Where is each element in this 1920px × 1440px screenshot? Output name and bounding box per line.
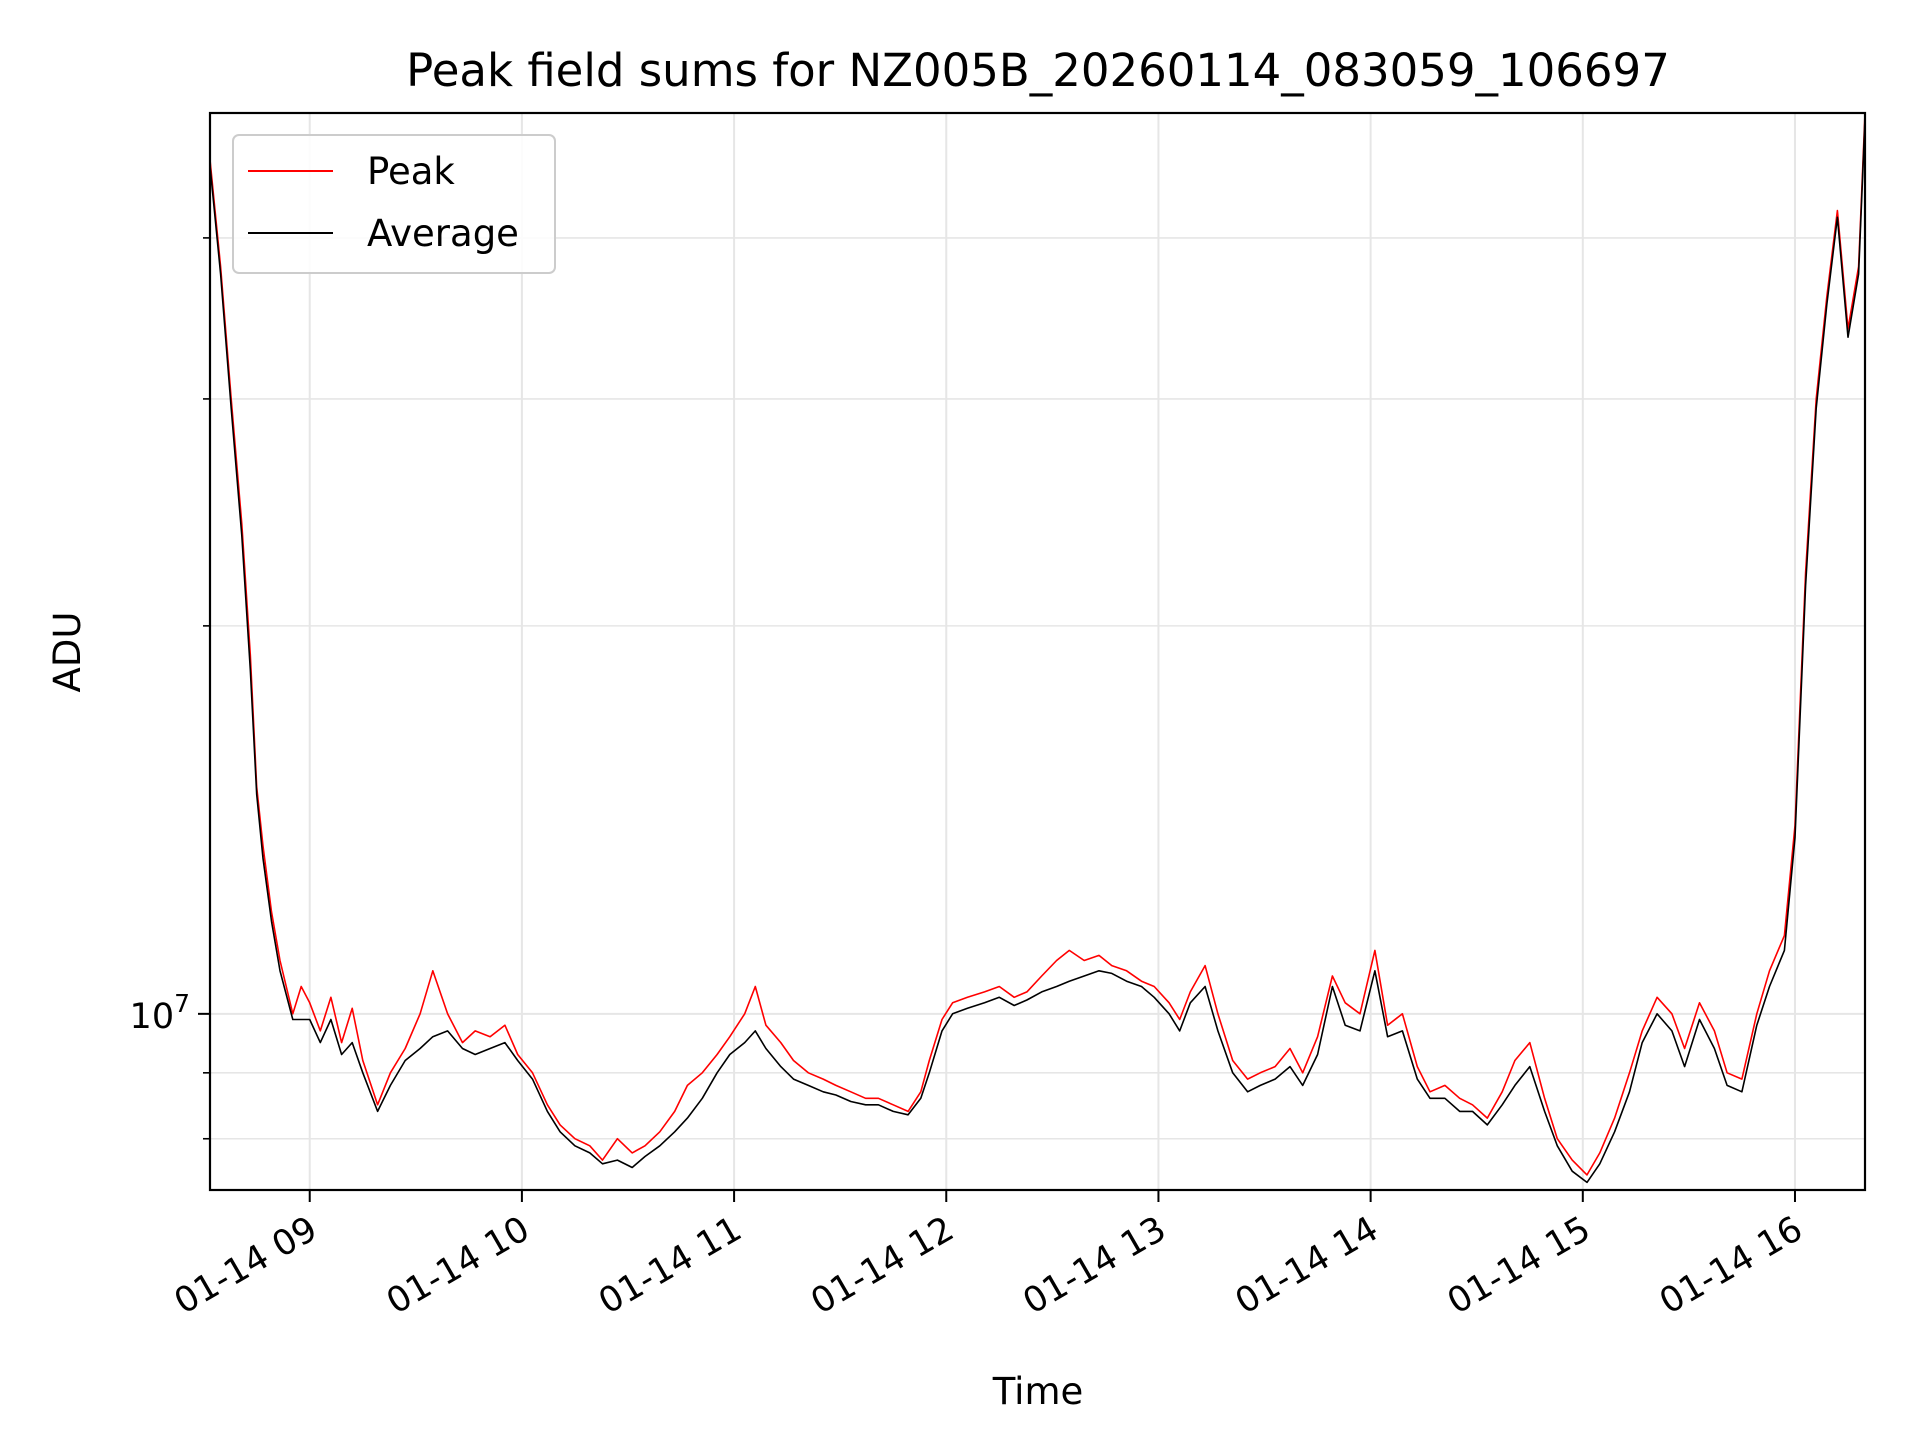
legend-label-average: Average (367, 212, 519, 255)
series-line-peak (210, 113, 1865, 1176)
plot-lines (210, 113, 1865, 1184)
plot-frame (208, 111, 1867, 1192)
chart-title: Peak field sums for NZ005B_20260114_0830… (406, 44, 1670, 97)
legend: Peak Average (232, 134, 556, 274)
series-line-average (210, 118, 1865, 1184)
legend-box (232, 134, 556, 274)
y-axis-ticks: 107 (130, 237, 210, 1140)
y-axis-label: ADU (46, 612, 89, 693)
grid-lines (210, 113, 1865, 1190)
x-axis-label: Time (992, 1370, 1084, 1413)
y-tick-label: 107 (130, 989, 190, 1037)
legend-label-peak: Peak (367, 150, 455, 193)
